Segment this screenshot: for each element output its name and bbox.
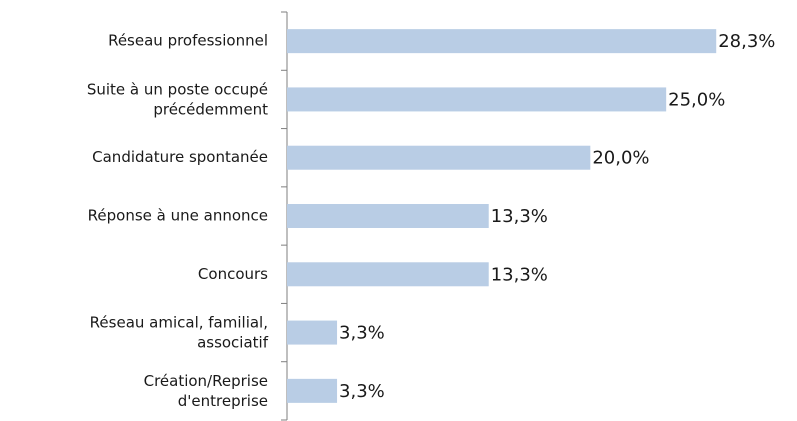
data-label: 28,3% [718,31,775,52]
category-label: Concours [198,265,268,283]
data-label: 13,3% [491,264,548,285]
data-label: 20,0% [592,148,649,169]
bar [287,204,489,228]
bar [287,262,489,287]
data-label: 3,3% [339,323,385,344]
data-label: 25,0% [668,89,725,110]
bar [287,145,591,170]
category-label: Création/Reprise d'entreprise [144,371,268,409]
category-label: Candidature spontanée [92,148,268,166]
bar [287,29,717,54]
bar [287,378,338,403]
bar [287,320,338,345]
category-label: Suite à un poste occupé précédemment [87,80,268,118]
data-label: 13,3% [491,206,548,227]
category-label: Réseau professionnel [108,32,268,50]
bar [287,87,667,112]
data-label: 3,3% [339,381,385,402]
category-label: Réseau amical, familial, associatif [90,313,269,351]
category-label: Réponse à une annonce [88,207,268,225]
